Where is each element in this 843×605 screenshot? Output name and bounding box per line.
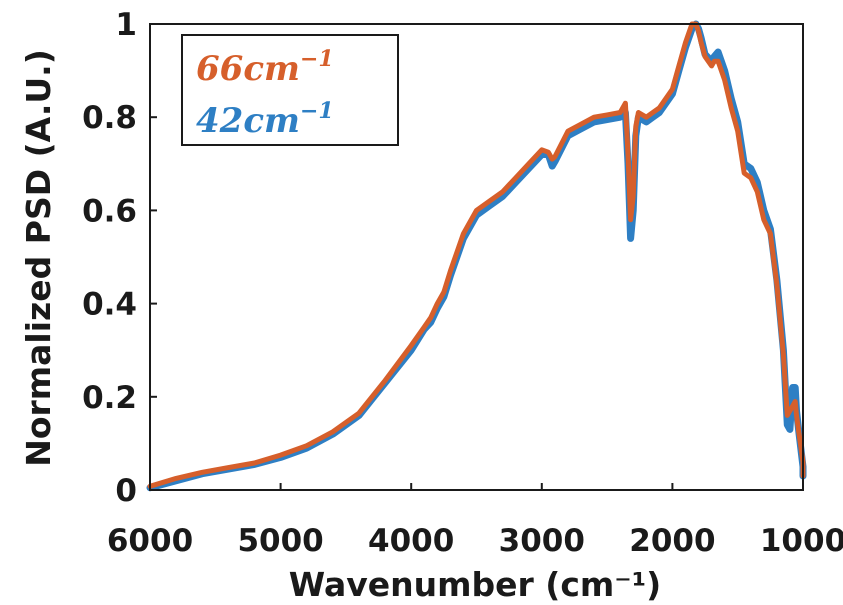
y-tick-label: 0.6 [82, 193, 137, 229]
legend-superscript: −1 [300, 98, 334, 124]
legend-item-42: 42cm−1 [196, 98, 334, 141]
legend-box [181, 34, 399, 146]
x-tick-label: 3000 [499, 523, 585, 559]
x-axis-label: Wavenumber (cm⁻¹) [289, 565, 662, 604]
y-tick-label: 0.4 [82, 287, 137, 323]
x-tick-label: 5000 [237, 523, 323, 559]
series-line-66cm [147, 21, 806, 489]
legend-superscript: −1 [300, 46, 334, 72]
y-axis-label: Normalized PSD (A.U.) [19, 49, 58, 467]
x-tick-label: 6000 [107, 523, 193, 559]
axis-ticks: 6000 5000 4000 3000 2000 1000 0 0.2 0.4 0.6 0.8 1 [82, 7, 843, 559]
legend-name: 66cm [196, 49, 300, 89]
plot-frame [149, 23, 804, 491]
legend-item-66: 66cm−1 [196, 46, 334, 89]
y-axis-title: Normalized PSD (A.U.) [19, 49, 58, 467]
series-lines [146, 20, 807, 492]
y-tick-label: 0.2 [82, 380, 137, 416]
x-tick-label: 1000 [760, 523, 843, 559]
legend: 66cm−1 42cm−1 [181, 34, 399, 146]
y-tick-label: 0 [115, 473, 137, 509]
legend-name: 42cm [196, 101, 300, 141]
x-tick-label: 2000 [629, 523, 715, 559]
y-tick-label: 0.8 [82, 100, 137, 136]
x-tick-label: 4000 [368, 523, 454, 559]
y-tick-label: 1 [115, 7, 137, 43]
